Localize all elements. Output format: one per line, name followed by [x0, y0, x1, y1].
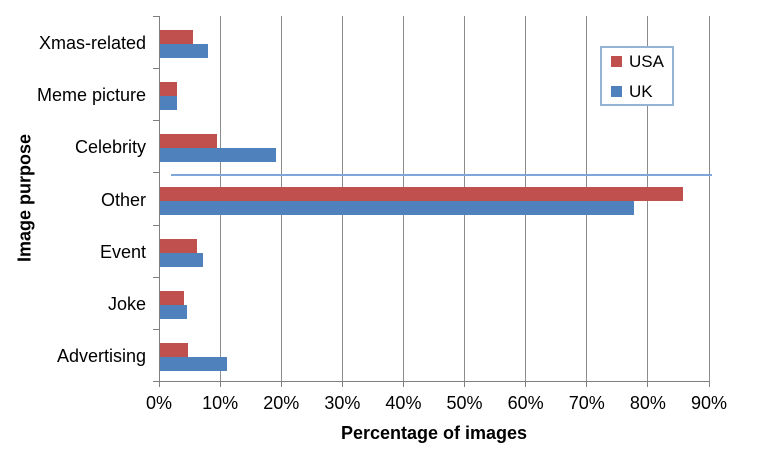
category-label-joke: Joke: [107, 294, 146, 314]
x-tick-label-30: 30%: [324, 393, 361, 413]
bar-usa-xmas-related: [160, 30, 193, 45]
stray-annotation-line: [171, 173, 712, 176]
y-axis-tick: [153, 329, 159, 330]
x-axis-tick: [402, 382, 404, 387]
x-tick-label-20: 20%: [263, 393, 300, 413]
y-axis-tick: [153, 172, 159, 173]
x-axis-tick: [464, 382, 466, 387]
category-label-xmas-related: Xmas-related: [38, 33, 146, 53]
x-axis-tick: [647, 382, 649, 387]
x-axis-line: [158, 381, 710, 382]
bar-uk-joke: [160, 304, 187, 319]
bar-uk-advertising: [160, 356, 227, 371]
x-axis-tick: [586, 382, 588, 387]
x-axis-tick: [525, 382, 527, 387]
x-tick-label-0: 0%: [145, 393, 173, 413]
legend-item-uk: UK: [611, 83, 672, 100]
x-axis-tick: [158, 382, 160, 387]
bar-usa-advertising: [160, 342, 188, 357]
x-tick-label-70: 70%: [568, 393, 605, 413]
x-axis-title: Percentage of images: [340, 423, 528, 443]
x-axis-tick: [219, 382, 221, 387]
bar-uk-meme-picture: [160, 96, 177, 111]
bar-usa-celebrity: [160, 134, 217, 149]
x-axis-tick: [708, 382, 710, 387]
legend: USA UK: [600, 46, 674, 106]
bar-uk-celebrity: [160, 148, 276, 163]
x-axis-tick: [280, 382, 282, 387]
bar-uk-other: [160, 200, 634, 215]
bar-usa-joke: [160, 290, 184, 305]
legend-label-uk: UK: [629, 81, 653, 101]
y-axis-tick: [153, 381, 159, 382]
x-tick-label-10: 10%: [202, 393, 239, 413]
bar-usa-other: [160, 186, 683, 201]
y-axis-tick: [153, 225, 159, 226]
legend-swatch-usa: [611, 55, 622, 67]
x-tick-label-40: 40%: [385, 393, 422, 413]
y-axis-tick: [153, 16, 159, 17]
legend-label-usa: USA: [629, 51, 664, 71]
x-tick-label-90: 90%: [690, 393, 728, 413]
legend-item-usa: USA: [611, 53, 672, 70]
x-tick-label-60: 60%: [507, 393, 544, 413]
x-tick-label-80: 80%: [629, 393, 666, 413]
bar-uk-event: [160, 252, 203, 267]
legend-swatch-uk: [611, 85, 622, 97]
gridline: [708, 16, 710, 381]
category-label-meme-picture: Meme picture: [36, 85, 146, 105]
bar-usa-meme-picture: [160, 82, 177, 97]
category-label-celebrity: Celebrity: [74, 137, 146, 157]
y-axis-tick: [153, 120, 159, 121]
plot-area: [153, 16, 712, 387]
y-axis-tick: [153, 277, 159, 278]
category-label-event: Event: [99, 242, 146, 262]
category-label-other: Other: [100, 190, 146, 210]
y-axis-line: [159, 16, 160, 382]
x-tick-label-50: 50%: [446, 393, 483, 413]
bar-uk-xmas-related: [160, 44, 208, 59]
category-label-advertising: Advertising: [56, 346, 146, 366]
x-axis-tick: [341, 382, 343, 387]
bar-usa-event: [160, 238, 197, 253]
y-axis-tick: [153, 68, 159, 69]
